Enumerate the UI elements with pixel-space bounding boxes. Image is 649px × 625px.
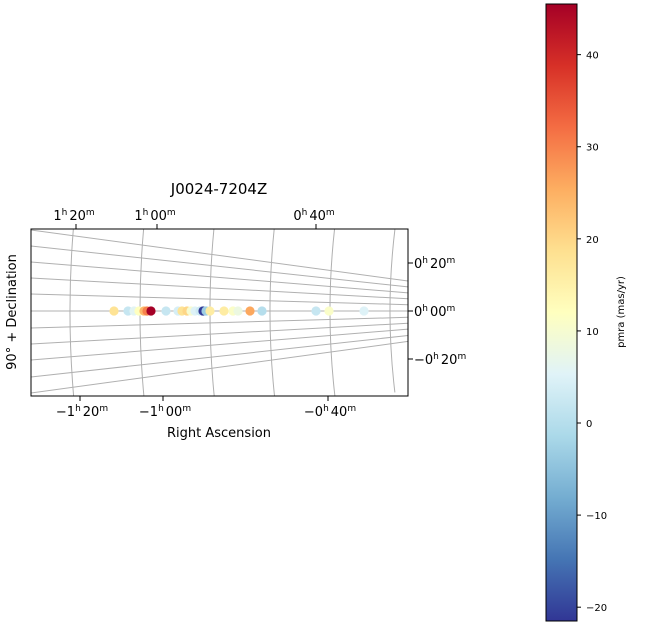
data-point <box>109 306 119 316</box>
dec-grid-line <box>31 245 408 288</box>
data-points <box>109 306 369 316</box>
dec-grid-line <box>31 277 408 300</box>
y-axis-label: 90° + Declination <box>5 254 20 370</box>
data-point <box>245 306 255 316</box>
data-point <box>257 306 267 316</box>
x-tick-label-bottom: −1h 00m <box>139 404 191 420</box>
x-tick-label-top: 1h 20m <box>53 208 94 224</box>
colorbar-tick-label: −20 <box>586 603 607 614</box>
plot-frame <box>30 228 409 397</box>
data-point <box>146 306 156 316</box>
colorbar-tick-label: 30 <box>586 143 599 154</box>
colorbar-ticks: −20 −10 0 10 20 30 40 <box>577 51 607 614</box>
data-point <box>359 306 369 316</box>
colorbar-tick-label: 40 <box>586 51 599 62</box>
colorbar <box>545 3 578 622</box>
y-tick-label-right: −0h 20m <box>414 352 466 368</box>
dec-grid-line <box>31 261 408 294</box>
x-tick-label-bottom: −0h 40m <box>304 404 356 420</box>
x-tick-label-top: 1h 00m <box>134 208 175 224</box>
x-axis-label: Right Ascension <box>167 426 271 441</box>
dec-grid-line <box>31 322 408 345</box>
x-tick-label-bottom: −1h 20m <box>56 404 108 420</box>
colorbar-tick-label: 20 <box>586 235 599 246</box>
dec-grid-line <box>31 340 408 394</box>
y-tick-label-right: 0h 00m <box>414 304 455 320</box>
dec-grid-line <box>31 229 408 282</box>
data-point <box>233 306 243 316</box>
data-point <box>324 306 334 316</box>
chart-title: J0024-7204Z <box>170 180 267 198</box>
dec-grid-line <box>31 293 408 306</box>
dec-grid-line <box>31 328 408 361</box>
coordinate-grid <box>31 229 408 396</box>
dec-grid-line <box>31 334 408 378</box>
data-point <box>311 306 321 316</box>
data-point <box>161 306 171 316</box>
colorbar-tick-label: 10 <box>586 327 599 338</box>
data-point <box>205 306 215 316</box>
data-point <box>219 306 229 316</box>
dec-grid-line <box>31 316 408 329</box>
axis-ticks: −1h 20m −1h 00m −0h 40m 1h 20m 1h 00m 0h 40m 0h 20m 0h… <box>53 208 466 420</box>
x-tick-label-top: 0h 40m <box>293 208 334 224</box>
y-tick-label-right: 0h 20m <box>414 256 455 272</box>
colorbar-label: pmra (mas/yr) <box>616 276 627 348</box>
colorbar-tick-label: −10 <box>586 511 607 522</box>
colorbar-tick-label: 0 <box>586 419 592 430</box>
